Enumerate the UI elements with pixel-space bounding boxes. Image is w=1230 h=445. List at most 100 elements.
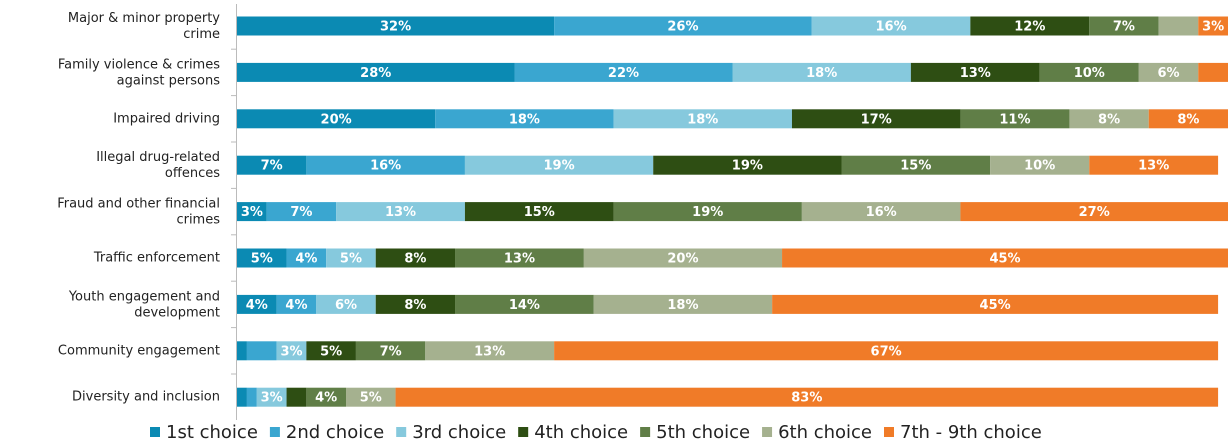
value-label: 18%: [806, 66, 837, 81]
value-label: 8%: [1098, 112, 1120, 127]
value-label: 5%: [360, 391, 382, 406]
value-label: 7%: [261, 159, 283, 174]
value-label: 28%: [360, 66, 391, 81]
value-label: 13%: [960, 66, 991, 81]
value-label: 45%: [989, 252, 1020, 267]
bar-segment: [1089, 16, 1159, 36]
value-label: 14%: [509, 298, 540, 313]
value-label: 5%: [320, 344, 342, 359]
bar-segment: [514, 62, 733, 82]
category-label: Illegal drug-related offences: [96, 150, 220, 181]
bar-segment: [653, 155, 842, 175]
bar-segment: [613, 109, 792, 129]
value-label: 16%: [875, 20, 906, 35]
bar-segment: [286, 248, 327, 268]
value-label: 13%: [1138, 159, 1169, 174]
category-label: Traffic enforcement: [93, 251, 220, 266]
value-label: 13%: [474, 344, 505, 359]
bar-segment: [395, 387, 1219, 407]
value-label: 83%: [791, 391, 822, 406]
value-label: 18%: [509, 112, 540, 127]
value-label: 3%: [261, 391, 283, 406]
bar-segment: [455, 248, 584, 268]
value-label: 8%: [1177, 112, 1199, 127]
value-label: 13%: [504, 252, 535, 267]
legend-swatch: [150, 427, 160, 437]
bar-segment: [237, 16, 555, 36]
bar-segment: [772, 294, 1219, 314]
legend-label: 3rd choice: [412, 422, 506, 443]
bar-segment: [791, 109, 961, 129]
bar-segment: [1198, 16, 1228, 36]
bar-segment: [1148, 109, 1228, 129]
value-label: 19%: [692, 205, 723, 220]
legend-label: 1st choice: [166, 422, 258, 443]
value-label: 13%: [385, 205, 416, 220]
value-label: 18%: [687, 112, 718, 127]
bar-segment: [336, 202, 465, 222]
bar-segment: [237, 387, 247, 407]
value-label: 67%: [871, 344, 902, 359]
value-label: 7%: [1113, 20, 1135, 35]
value-label: 7%: [380, 344, 402, 359]
value-label: 7%: [290, 205, 312, 220]
value-label: 10%: [1074, 66, 1105, 81]
bar-segment: [960, 109, 1070, 129]
value-label: 18%: [667, 298, 698, 313]
bar-segment: [970, 16, 1090, 36]
legend-swatch: [762, 427, 773, 437]
bar-segment: [841, 155, 991, 175]
legend-swatch: [884, 427, 894, 437]
category-label: Fraud and other financial crimes: [57, 196, 220, 227]
legend-label: 2nd choice: [286, 422, 384, 443]
value-label: 26%: [667, 20, 698, 35]
bar-segment: [593, 294, 773, 314]
bar-segment: [801, 202, 961, 222]
value-label: 10%: [1024, 159, 1055, 174]
category-label: Community engagement: [58, 343, 220, 358]
value-label: 20%: [667, 252, 698, 267]
bar-segment: [246, 341, 277, 361]
bar-segment: [554, 341, 1219, 361]
category-label: Major & minor property crime: [68, 11, 220, 42]
bar-segment: [613, 202, 802, 222]
bar-segment: [276, 294, 317, 314]
bar-segment: [425, 341, 555, 361]
value-label: 5%: [340, 252, 362, 267]
bar-segment: [732, 62, 911, 82]
bar-segment: [246, 387, 257, 407]
bar-segment: [811, 16, 971, 36]
legend-swatch: [269, 427, 280, 437]
bar-segment: [316, 294, 376, 314]
bar-segment: [554, 16, 812, 36]
bar-segment: [1089, 155, 1219, 175]
bar-segment: [1069, 109, 1149, 129]
value-label: 20%: [321, 112, 352, 127]
value-label: 5%: [251, 252, 273, 267]
legend-label: 6th choice: [778, 422, 872, 443]
bar-segment: [237, 248, 287, 268]
bar-segment: [1198, 62, 1228, 82]
bar-segment: [435, 109, 614, 129]
category-label: Family violence & crimes against persons: [58, 57, 220, 88]
bar-segment: [1138, 62, 1199, 82]
bar-segment: [910, 62, 1040, 82]
value-label: 11%: [999, 112, 1030, 127]
bar-segment: [1039, 62, 1139, 82]
value-label: 15%: [524, 205, 555, 220]
value-label: 45%: [980, 298, 1011, 313]
bar-segment: [237, 62, 515, 82]
value-label: 19%: [544, 159, 575, 174]
bar-segment: [464, 155, 654, 175]
bar-segment: [306, 387, 347, 407]
value-label: 17%: [861, 112, 892, 127]
legend-label: 7th - 9th choice: [900, 422, 1042, 443]
legend-swatch: [518, 427, 529, 437]
bar-segment: [256, 387, 287, 407]
value-label: 4%: [246, 298, 268, 313]
value-label: 27%: [1079, 205, 1110, 220]
bar-segment: [960, 202, 1228, 222]
value-label: 22%: [608, 66, 639, 81]
bar-segment: [306, 341, 356, 361]
